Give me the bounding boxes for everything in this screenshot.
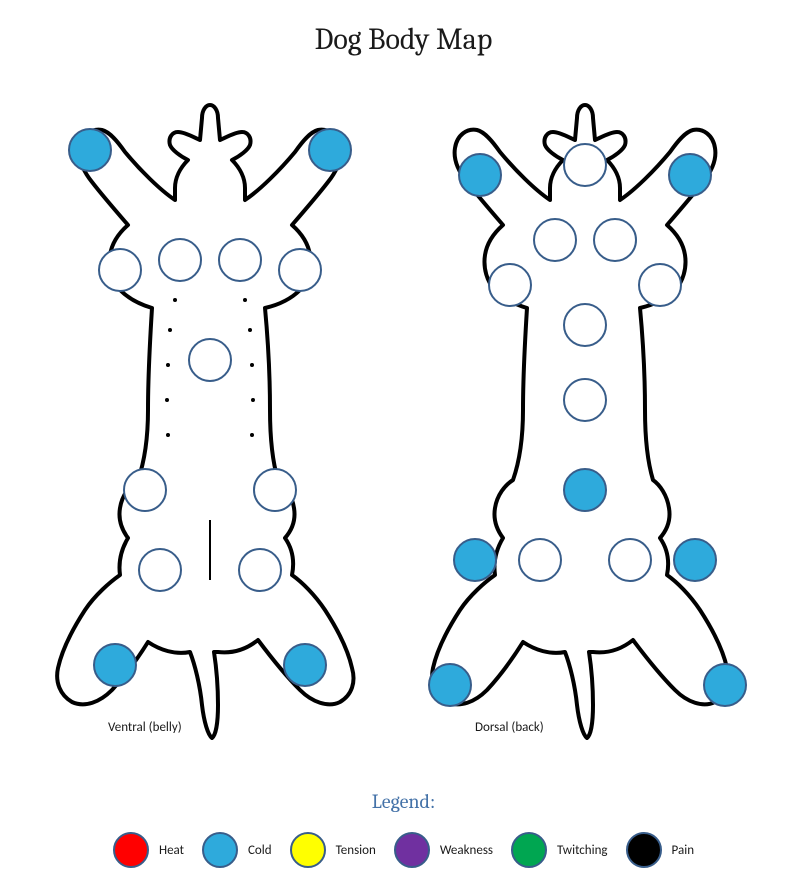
nipple-dot (248, 328, 252, 332)
ventral-marker-front-paw-left[interactable] (69, 129, 111, 171)
legend-title: Legend: (0, 790, 807, 813)
ventral-label: Ventral (belly) (108, 720, 182, 735)
legend-swatch-weakness (394, 832, 430, 868)
nipple-dot (250, 363, 254, 367)
body-map-svg (0, 70, 807, 750)
page-title: Dog Body Map (0, 22, 807, 57)
legend-swatch-cold (202, 832, 238, 868)
ventral-marker-hip-left[interactable] (124, 469, 166, 511)
nipple-dot (173, 298, 177, 302)
dorsal-marker-hip-inner-left[interactable] (519, 539, 561, 581)
ventral-marker-thigh-left[interactable] (139, 549, 181, 591)
legend-label-pain: Pain (672, 843, 694, 858)
dorsal-marker-spine-lower[interactable] (564, 469, 606, 511)
ventral-marker-belly-center[interactable] (189, 339, 231, 381)
dorsal-marker-hind-paw-left[interactable] (429, 664, 471, 706)
legend-item-cold: Cold (202, 832, 272, 868)
dorsal-marker-hip-outer-right[interactable] (674, 539, 716, 581)
ventral-marker-hind-paw-left[interactable] (94, 644, 136, 686)
ventral-marker-shoulder-right[interactable] (279, 249, 321, 291)
dorsal-marker-front-paw-right[interactable] (669, 154, 711, 196)
dorsal-view (429, 105, 746, 738)
ventral-marker-hind-paw-right[interactable] (284, 644, 326, 686)
dorsal-marker-neck-left[interactable] (534, 219, 576, 261)
legend-label-weakness: Weakness (440, 843, 493, 858)
dorsal-marker-neck-right[interactable] (594, 219, 636, 261)
dorsal-label: Dorsal (back) (475, 720, 544, 735)
dorsal-outline (432, 105, 728, 738)
legend-swatch-heat (113, 832, 149, 868)
ventral-view (57, 105, 353, 738)
nipple-dot (166, 433, 170, 437)
nipple-dot (168, 328, 172, 332)
dorsal-marker-hip-inner-right[interactable] (609, 539, 651, 581)
legend-item-weakness: Weakness (394, 832, 493, 868)
legend-item-twitching: Twitching (511, 832, 608, 868)
ventral-outline (57, 105, 353, 738)
dorsal-marker-head-top[interactable] (564, 144, 606, 186)
ventral-marker-chest-right[interactable] (219, 239, 261, 281)
ventral-marker-chest-left[interactable] (159, 239, 201, 281)
legend-swatch-tension (290, 832, 326, 868)
dorsal-marker-shoulder-right[interactable] (639, 264, 681, 306)
legend-label-tension: Tension (336, 843, 376, 858)
nipple-dot (165, 398, 169, 402)
legend-label-heat: Heat (159, 843, 184, 858)
dorsal-marker-spine-mid[interactable] (564, 379, 606, 421)
dorsal-marker-front-paw-left[interactable] (459, 154, 501, 196)
legend-label-cold: Cold (248, 843, 272, 858)
legend-item-tension: Tension (290, 832, 376, 868)
ventral-marker-hip-right[interactable] (254, 469, 296, 511)
dorsal-marker-shoulder-left[interactable] (489, 264, 531, 306)
legend-swatch-twitching (511, 832, 547, 868)
legend-item-heat: Heat (113, 832, 184, 868)
dorsal-marker-hip-outer-left[interactable] (454, 539, 496, 581)
legend-item-pain: Pain (626, 832, 694, 868)
ventral-marker-front-paw-right[interactable] (309, 129, 351, 171)
dorsal-marker-spine-upper[interactable] (564, 304, 606, 346)
legend-row: Heat Cold Tension Weakness Twitching Pain (0, 832, 807, 868)
dorsal-marker-hind-paw-right[interactable] (704, 664, 746, 706)
legend-swatch-pain (626, 832, 662, 868)
nipple-dot (250, 433, 254, 437)
legend-label-twitching: Twitching (557, 843, 608, 858)
ventral-marker-thigh-right[interactable] (239, 549, 281, 591)
ventral-marker-shoulder-left[interactable] (99, 249, 141, 291)
nipple-dot (166, 363, 170, 367)
nipple-dot (243, 298, 247, 302)
nipple-dot (251, 398, 255, 402)
